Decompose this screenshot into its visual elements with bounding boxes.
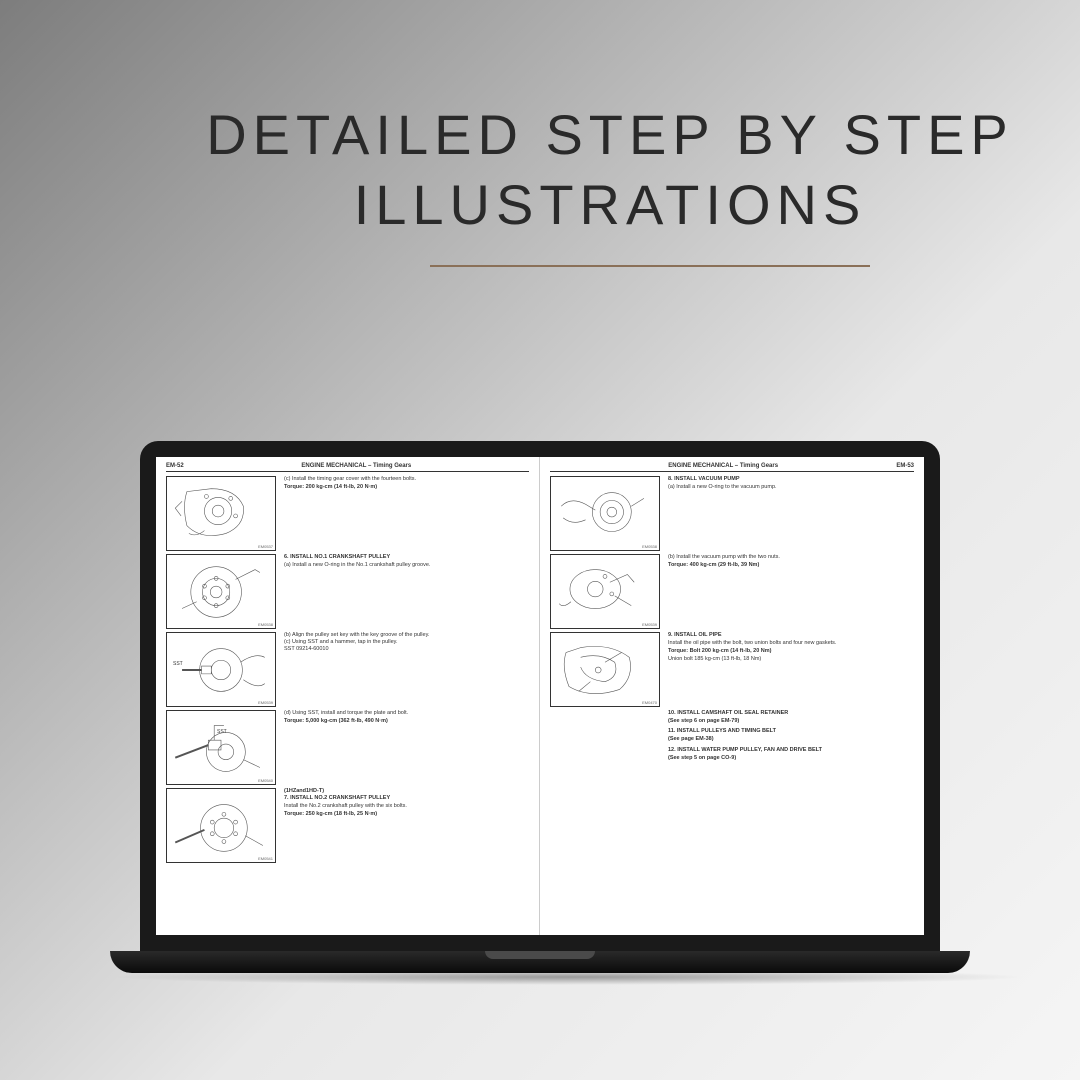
step-row: EM0537 (c) Install the timing gear cover… <box>166 476 529 551</box>
figure-box: EM0539 <box>550 554 660 629</box>
headline: DETAILED STEP BY STEP ILLUSTRATIONS <box>200 100 1020 267</box>
headline-line2: ILLUSTRATIONS <box>354 173 867 236</box>
headline-text: DETAILED STEP BY STEP ILLUSTRATIONS <box>200 100 1020 240</box>
manual-document: EM-52 ENGINE MECHANICAL – Timing Gears E… <box>156 457 924 935</box>
step-row: EM0538 6. INSTALL NO.1 CRANKSHAFT PULLEY… <box>166 554 529 629</box>
laptop-base <box>110 951 970 973</box>
step-row: EM0541 (1HZand1HD-T) 7. INSTALL NO.2 CRA… <box>166 788 529 863</box>
step-row: SST EM0540 (d) Using SST, install and to… <box>166 710 529 785</box>
headline-underline <box>430 265 870 267</box>
figure-box: SST EM0539 <box>166 632 276 707</box>
step-text: 9. INSTALL OIL PIPE Install the oil pipe… <box>668 632 914 707</box>
figure-box: EM0538 <box>550 476 660 551</box>
step-row: EM0539 (b) Install the vacuum pump with … <box>550 554 914 629</box>
figure-box: SST EM0540 <box>166 710 276 785</box>
step-text: (1HZand1HD-T) 7. INSTALL NO.2 CRANKSHAFT… <box>284 788 529 863</box>
laptop-notch <box>485 951 595 959</box>
step-text: (c) Install the timing gear cover with t… <box>284 476 529 551</box>
figure-box: EM0537 <box>166 476 276 551</box>
step-row: SST EM0539 (b) Align the pulley set key … <box>166 632 529 707</box>
figure-box: EM0538 <box>166 554 276 629</box>
step-text: (d) Using SST, install and torque the pl… <box>284 710 529 785</box>
manual-left-page: EM-52 ENGINE MECHANICAL – Timing Gears E… <box>156 457 540 935</box>
manual-right-page: ENGINE MECHANICAL – Timing Gears EM-53 E… <box>540 457 924 935</box>
section-title: ENGINE MECHANICAL – Timing Gears <box>550 463 896 469</box>
step-text: 6. INSTALL NO.1 CRANKSHAFT PULLEY (a) In… <box>284 554 529 629</box>
figure-box: EM0470 <box>550 632 660 707</box>
headline-line1: DETAILED STEP BY STEP <box>206 103 1014 166</box>
step-row: 11. INSTALL PULLEYS AND TIMING BELT (See… <box>550 728 914 743</box>
step-text: 8. INSTALL VACUUM PUMP (a) Install a new… <box>668 476 914 551</box>
laptop-bezel: EM-52 ENGINE MECHANICAL – Timing Gears E… <box>140 441 940 951</box>
page-number: EM-53 <box>896 463 914 469</box>
step-text: 10. INSTALL CAMSHAFT OIL SEAL RETAINER (… <box>668 710 914 725</box>
step-row: EM0470 9. INSTALL OIL PIPE Install the o… <box>550 632 914 707</box>
page-number: EM-52 <box>166 463 184 469</box>
step-text: 12. INSTALL WATER PUMP PULLEY, FAN AND D… <box>668 747 914 762</box>
step-text: 11. INSTALL PULLEYS AND TIMING BELT (See… <box>668 728 914 743</box>
figure-box: EM0541 <box>166 788 276 863</box>
step-text: (b) Install the vacuum pump with the two… <box>668 554 914 629</box>
page-header-left: EM-52 ENGINE MECHANICAL – Timing Gears <box>166 463 529 472</box>
page-header-right: ENGINE MECHANICAL – Timing Gears EM-53 <box>550 463 914 472</box>
step-text: (b) Align the pulley set key with the ke… <box>284 632 529 707</box>
laptop-mockup: EM-52 ENGINE MECHANICAL – Timing Gears E… <box>110 441 970 985</box>
section-title: ENGINE MECHANICAL – Timing Gears <box>184 463 529 469</box>
step-row: 12. INSTALL WATER PUMP PULLEY, FAN AND D… <box>550 747 914 762</box>
step-row: EM0538 8. INSTALL VACUUM PUMP (a) Instal… <box>550 476 914 551</box>
step-row: 10. INSTALL CAMSHAFT OIL SEAL RETAINER (… <box>550 710 914 725</box>
